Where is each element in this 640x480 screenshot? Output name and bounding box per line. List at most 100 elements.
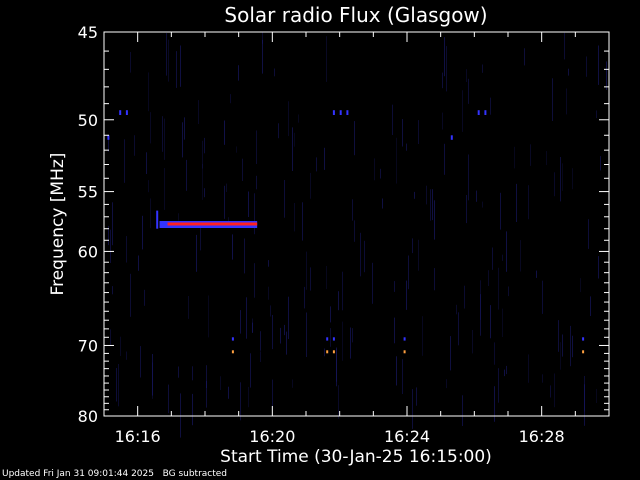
noise-streak bbox=[432, 189, 433, 221]
noise-streak bbox=[498, 368, 499, 403]
noise-streak bbox=[468, 154, 469, 201]
noise-streak bbox=[168, 39, 169, 82]
noise-streak bbox=[380, 168, 381, 179]
burst-spike bbox=[403, 337, 406, 341]
burst-spike bbox=[125, 110, 128, 115]
noise-streak bbox=[248, 386, 249, 408]
noise-streak bbox=[600, 156, 601, 171]
noise-streak bbox=[236, 146, 237, 153]
noise-streak bbox=[562, 334, 563, 357]
noise-streak bbox=[502, 308, 503, 337]
noise-streak bbox=[108, 137, 109, 152]
noise-streak bbox=[498, 267, 499, 310]
noise-streak bbox=[198, 100, 199, 124]
noise-streak bbox=[208, 295, 209, 338]
noise-streak bbox=[508, 286, 509, 297]
noise-streak bbox=[248, 191, 249, 217]
noise-streak bbox=[560, 342, 561, 370]
noise-streak bbox=[324, 147, 325, 170]
noise-streak bbox=[224, 185, 225, 219]
noise-streak bbox=[130, 52, 131, 73]
noise-streak bbox=[244, 238, 245, 274]
noise-streak bbox=[536, 270, 537, 278]
noise-streak bbox=[546, 151, 547, 166]
noise-streak bbox=[342, 271, 343, 311]
noise-streak bbox=[606, 61, 607, 90]
noise-streak bbox=[220, 376, 221, 390]
noise-streak bbox=[416, 387, 417, 406]
burst-spike bbox=[231, 350, 234, 354]
noise-streak bbox=[586, 56, 587, 77]
noise-streak bbox=[572, 168, 573, 190]
noise-streak bbox=[256, 130, 257, 164]
noise-streak bbox=[338, 385, 339, 419]
noise-streak bbox=[250, 353, 251, 388]
noise-streak bbox=[596, 388, 597, 403]
noise-streak bbox=[494, 342, 495, 365]
noise-streak bbox=[434, 268, 435, 291]
burst-features-layer bbox=[107, 110, 585, 354]
noise-streak bbox=[444, 37, 445, 77]
noise-streak bbox=[240, 382, 241, 421]
burst-spike bbox=[332, 350, 335, 354]
y-axis-ticks: 45 50 55 60 70 80 bbox=[78, 23, 609, 426]
noise-streak bbox=[110, 329, 111, 345]
noise-streak bbox=[506, 231, 507, 272]
noise-streak bbox=[180, 45, 181, 87]
noise-streak bbox=[108, 225, 109, 246]
noise-streak bbox=[110, 229, 111, 263]
y-tick-label: 50 bbox=[78, 111, 98, 130]
noise-streak bbox=[434, 200, 435, 240]
y-tick-label: 55 bbox=[78, 183, 98, 202]
burst-spike bbox=[484, 110, 487, 115]
burst-spike bbox=[107, 135, 110, 140]
footer-status: Updated Fri Jan 31 09:01:44 2025 BG subt… bbox=[2, 469, 227, 479]
noise-streak bbox=[288, 101, 289, 137]
noise-streak bbox=[120, 336, 121, 356]
noise-streak bbox=[254, 193, 255, 235]
noise-streak bbox=[412, 389, 413, 429]
noise-streak bbox=[350, 327, 351, 359]
noise-streak bbox=[352, 328, 353, 343]
noise-streak bbox=[446, 46, 447, 92]
burst-spike bbox=[450, 135, 453, 140]
noise-streak bbox=[288, 296, 289, 339]
noise-streak bbox=[242, 158, 243, 181]
noise-streak bbox=[342, 321, 343, 361]
noise-streak bbox=[168, 384, 169, 414]
noise-streak bbox=[580, 278, 581, 293]
noise-streak bbox=[396, 356, 397, 386]
noise-streak bbox=[520, 240, 521, 272]
noise-streak bbox=[260, 351, 261, 362]
x-tick-label: 16:20 bbox=[249, 427, 295, 446]
noise-streak bbox=[396, 137, 397, 184]
noise-streak bbox=[480, 280, 481, 320]
noise-streak bbox=[326, 36, 327, 82]
noise-streak bbox=[116, 368, 117, 402]
noise-streak bbox=[292, 127, 293, 171]
y-tick-label: 70 bbox=[78, 336, 98, 355]
noise-streak bbox=[178, 213, 179, 221]
noise-streak bbox=[406, 143, 407, 151]
noise-streak bbox=[306, 312, 307, 357]
noise-streak bbox=[206, 381, 207, 388]
x-tick-label: 16:28 bbox=[519, 427, 565, 446]
noise-streak bbox=[598, 45, 599, 85]
noise-streak bbox=[186, 159, 187, 191]
noise-streak bbox=[490, 305, 491, 339]
noise-streak bbox=[598, 256, 599, 279]
noise-streak bbox=[254, 263, 255, 298]
noise-streak bbox=[382, 198, 383, 209]
noise-streak bbox=[164, 168, 165, 210]
background-noise-layer bbox=[108, 32, 607, 438]
burst-spike bbox=[119, 110, 122, 115]
noise-streak bbox=[596, 110, 597, 119]
noise-streak bbox=[516, 183, 517, 222]
noise-streak bbox=[260, 331, 261, 351]
noise-streak bbox=[430, 189, 431, 221]
noise-streak bbox=[176, 51, 177, 88]
footer-bg-note: BG subtracted bbox=[162, 469, 228, 479]
noise-streak bbox=[192, 393, 193, 426]
noise-streak bbox=[528, 185, 529, 220]
noise-streak bbox=[202, 140, 203, 169]
